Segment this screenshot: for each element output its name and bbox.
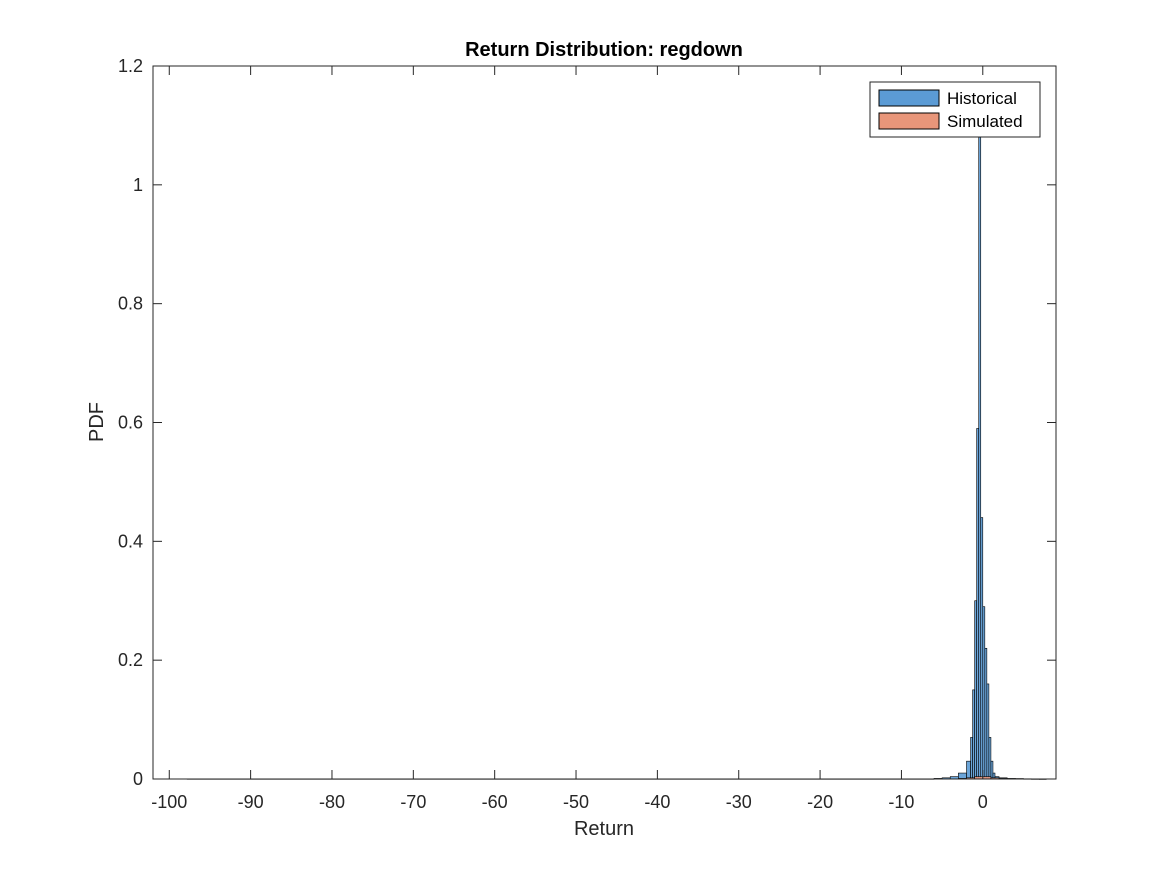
legend-label-simulated: Simulated [947, 112, 1023, 131]
histogram-bar-historical [974, 600, 977, 780]
histogram-bar-historical [972, 689, 975, 780]
histogram-bar-historical [990, 760, 994, 780]
histogram-bar-historical [976, 428, 980, 780]
histogram-bar-historical [980, 517, 984, 780]
y-axis-label: PDF [86, 402, 108, 442]
x-axis-label: Return [574, 818, 634, 840]
y-tick-label: 0.4 [118, 531, 143, 551]
x-tick-label: -70 [400, 792, 426, 812]
legend-label-historical: Historical [947, 89, 1017, 108]
legend[interactable]: Historical Simulated [869, 81, 1041, 138]
legend-swatch-historical [878, 89, 940, 107]
plot-area [153, 66, 1056, 779]
x-tick-label: -30 [726, 792, 752, 812]
histogram-bar-historical [978, 137, 982, 780]
chart-title: Return Distribution: regdown [465, 39, 743, 61]
histogram-bar-historical [988, 737, 992, 780]
x-tick-label: -40 [644, 792, 670, 812]
x-tick-label: -100 [151, 792, 187, 812]
histogram-bar-historical [966, 760, 971, 780]
bars-layer [186, 137, 1047, 780]
histogram-bar-historical [986, 683, 990, 780]
y-tick-label: 1 [133, 175, 143, 195]
legend-swatch-simulated [878, 112, 940, 130]
x-tick-label: -60 [482, 792, 508, 812]
y-axis-ticks: 0 0.2 0.4 0.6 0.8 1 1.2 [118, 56, 1056, 789]
x-tick-label: -90 [238, 792, 264, 812]
histogram-bar-historical [984, 647, 988, 780]
x-tick-label: -10 [888, 792, 914, 812]
y-tick-label: 0 [133, 769, 143, 789]
x-tick-label: -20 [807, 792, 833, 812]
histogram-bar-historical [982, 606, 986, 780]
x-tick-label: -50 [563, 792, 589, 812]
y-tick-label: 0.2 [118, 650, 143, 670]
y-tick-label: 0.8 [118, 294, 143, 314]
y-tick-label: 0.6 [118, 413, 143, 433]
y-tick-label: 1.2 [118, 56, 143, 76]
x-axis-ticks: -100 -90 -80 -70 -60 -50 -40 -30 -20 -10 0 [151, 66, 988, 812]
x-tick-label: 0 [978, 792, 988, 812]
x-tick-label: -80 [319, 792, 345, 812]
histogram-bar-historical [970, 737, 973, 780]
